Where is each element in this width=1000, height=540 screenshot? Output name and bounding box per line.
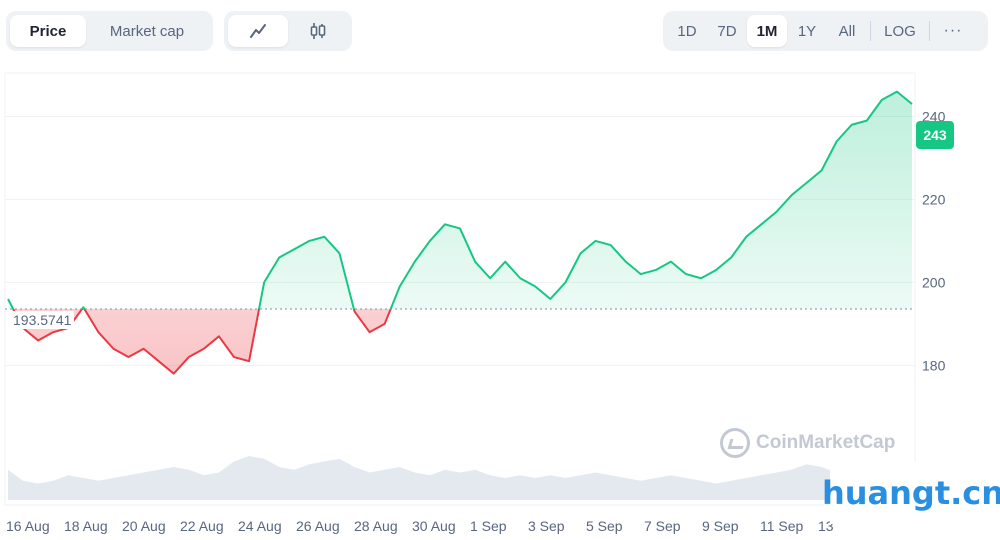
stamp-text: huangt.cn: [821, 474, 1000, 512]
more-options-button[interactable]: ···: [943, 22, 963, 39]
range-1m-button[interactable]: 1M: [747, 15, 787, 47]
x-tick-label: 26 Aug: [296, 518, 340, 534]
x-tick-label: 24 Aug: [238, 518, 282, 534]
chart-toolbar: Price Market cap 1D 7D 1M 1Y All LOG ···: [6, 11, 988, 53]
x-tick-label: 18 Aug: [64, 518, 108, 534]
watermark: CoinMarketCap: [720, 428, 895, 458]
price-tab[interactable]: Price: [10, 15, 86, 47]
chart-type-switch: Price Market cap: [6, 11, 213, 51]
volume-area: [8, 456, 912, 500]
above-baseline-area: [8, 91, 912, 310]
line-chart-button[interactable]: [228, 15, 288, 47]
chart-view-switch: [224, 11, 352, 51]
line-chart-icon: [250, 24, 266, 38]
range-all-button[interactable]: All: [838, 22, 856, 40]
x-tick-label: 20 Aug: [122, 518, 166, 534]
x-tick-label: 22 Aug: [180, 518, 224, 534]
site-stamp: huangt.cn: [822, 462, 1000, 524]
price-line-down: [12, 309, 392, 375]
candlestick-chart-button[interactable]: [288, 15, 348, 47]
x-tick-label: 5 Sep: [586, 518, 623, 534]
coinmarketcap-logo-icon: [720, 428, 750, 458]
range-1d-button[interactable]: 1D: [677, 22, 697, 40]
market-cap-tab[interactable]: Market cap: [109, 22, 185, 40]
price-chart[interactable]: 180 200 220 240 16 Aug 18 Aug 20 Aug 22 Aug 24 …: [0, 70, 1000, 540]
x-tick-label: 11 Sep: [760, 518, 804, 534]
x-tick-label: 7 Sep: [644, 518, 681, 534]
range-7d-button[interactable]: 7D: [717, 22, 737, 40]
x-tick-label: 13: [818, 518, 834, 534]
current-price-badge: 243: [916, 121, 954, 149]
x-tick-label: 9 Sep: [702, 518, 739, 534]
baseline-price-label: 193.5741: [10, 311, 75, 329]
y-tick-label: 220: [922, 191, 946, 207]
x-tick-label: 3 Sep: [528, 518, 565, 534]
watermark-text: CoinMarketCap: [756, 432, 896, 453]
divider: [870, 21, 871, 41]
price-chart-svg: 180 200 220 240 16 Aug 18 Aug 20 Aug 22 Aug 24 …: [4, 72, 946, 534]
range-1y-button[interactable]: 1Y: [797, 22, 817, 40]
y-tick-label: 200: [922, 274, 946, 290]
y-tick-label: 240: [922, 108, 946, 124]
x-tick-label: 16 Aug: [6, 518, 50, 534]
divider: [929, 21, 930, 41]
x-tick-label: 30 Aug: [412, 518, 456, 534]
time-range-switch: 1D 7D 1M 1Y All LOG ···: [663, 11, 988, 51]
plot-border: [4, 72, 916, 506]
log-scale-button[interactable]: LOG: [884, 22, 916, 40]
below-baseline-area: [13, 309, 391, 374]
x-tick-label: 28 Aug: [354, 518, 398, 534]
y-tick-label: 180: [922, 357, 946, 373]
candlestick-icon: [310, 23, 326, 39]
x-tick-label: 1 Sep: [470, 518, 507, 534]
price-line-up: [7, 90, 913, 310]
